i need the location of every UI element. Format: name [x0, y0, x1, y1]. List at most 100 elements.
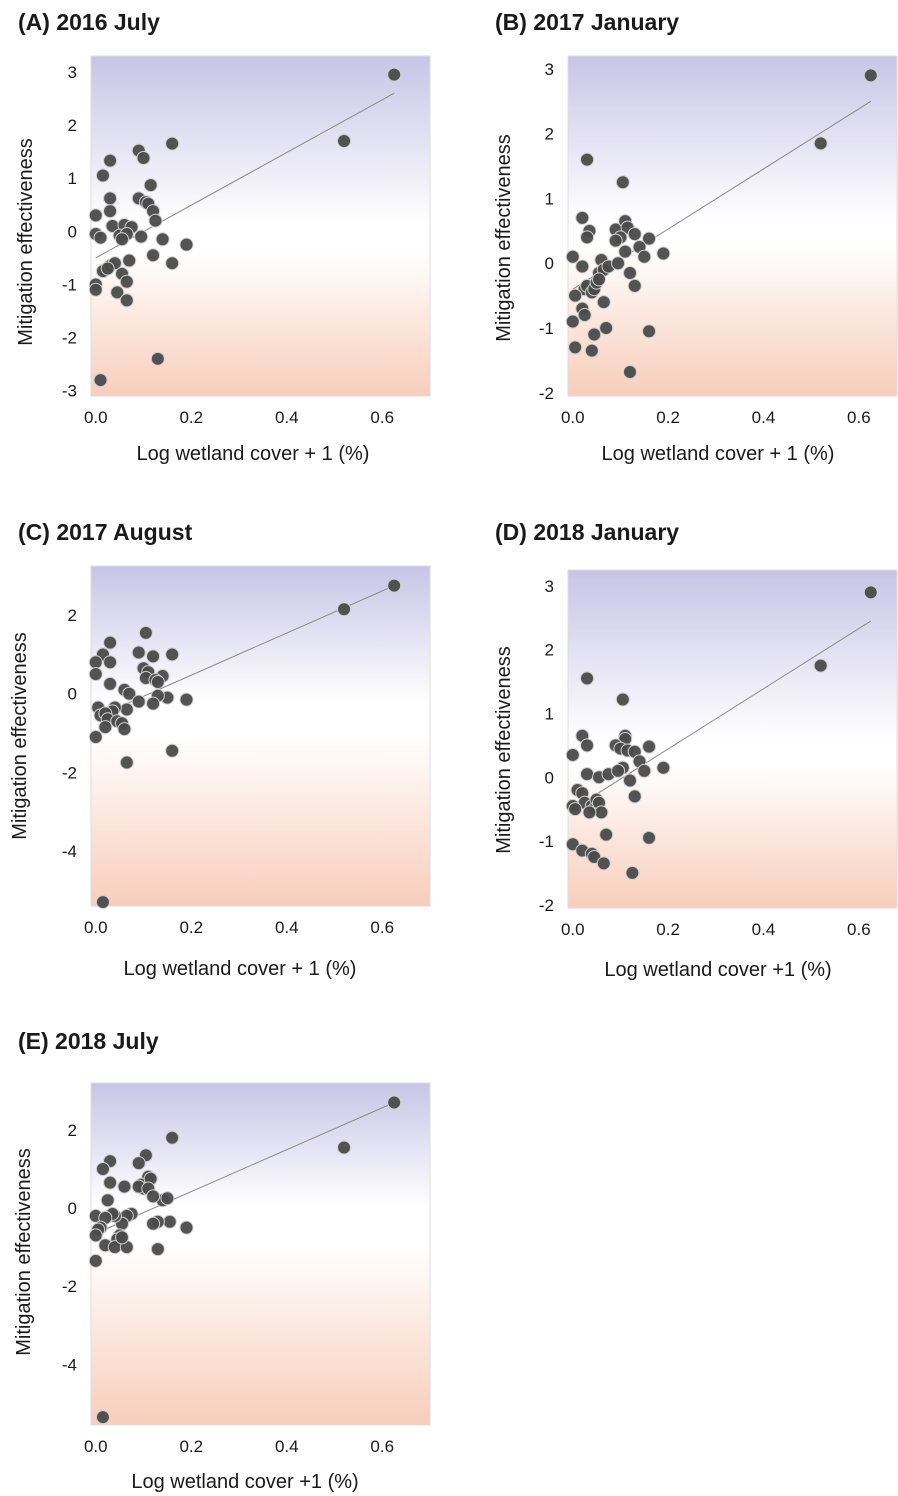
- y-tick-label: -1: [539, 832, 554, 851]
- data-point: [387, 1095, 402, 1110]
- y-tick-label: 0: [68, 685, 77, 704]
- data-point: [115, 1230, 130, 1245]
- data-point: [387, 578, 402, 593]
- panel-title: (C) 2017 August: [18, 519, 193, 545]
- data-point: [160, 1191, 175, 1206]
- data-point: [119, 293, 134, 308]
- y-tick-label: 1: [68, 169, 77, 188]
- data-point: [622, 773, 637, 788]
- plot-frame: [567, 55, 898, 397]
- y-tick-label: -2: [62, 763, 77, 782]
- data-point: [122, 686, 137, 701]
- data-point: [642, 231, 657, 246]
- data-point: [622, 265, 637, 280]
- y-axis-label: Mitigation effectiveness: [493, 646, 515, 854]
- data-point: [615, 175, 630, 190]
- data-point: [165, 136, 180, 151]
- data-point: [138, 625, 153, 640]
- x-tick-label: 0.0: [561, 920, 585, 939]
- data-point: [150, 674, 165, 689]
- y-axis-label: Mitigation effectiveness: [9, 632, 31, 840]
- data-point: [387, 67, 402, 82]
- plot-frame: [567, 569, 898, 909]
- data-point: [88, 1228, 103, 1243]
- data-point: [155, 232, 170, 247]
- data-point: [146, 248, 161, 263]
- panel-title: (A) 2016 July: [18, 9, 160, 35]
- x-tick-label: 0.6: [847, 920, 871, 939]
- panel-title: (B) 2017 January: [495, 9, 679, 35]
- data-point: [337, 1140, 352, 1155]
- data-point: [131, 645, 146, 660]
- plot-frame: [90, 1082, 431, 1426]
- data-point: [95, 1410, 110, 1425]
- y-tick-label: -2: [62, 329, 77, 348]
- x-tick-label: 0.6: [370, 918, 394, 937]
- data-point: [100, 1193, 115, 1208]
- y-tick-label: -3: [62, 382, 77, 401]
- y-tick-label: -1: [62, 275, 77, 294]
- panel-e: (E) 2018 July 0.0 0.2 0.4 0.6 -4 -2 0 2 Log wetla…: [13, 1028, 431, 1493]
- data-point: [565, 249, 580, 264]
- data-point: [656, 760, 671, 775]
- data-point: [103, 191, 118, 206]
- x-tick-label: 0.0: [84, 1437, 108, 1456]
- x-tick-label: 0.4: [275, 1437, 299, 1456]
- x-tick-label: 0.0: [561, 408, 585, 427]
- data-point: [95, 895, 110, 910]
- y-tick-label: 2: [545, 641, 554, 660]
- x-tick-label: 0.6: [370, 1437, 394, 1456]
- data-point: [863, 68, 878, 83]
- data-point: [615, 692, 630, 707]
- data-point: [165, 256, 180, 271]
- x-tick-label: 0.0: [84, 918, 108, 937]
- data-point: [88, 655, 103, 670]
- data-point: [642, 739, 657, 754]
- data-point: [98, 720, 113, 735]
- x-tick-label: 0.6: [370, 408, 394, 427]
- data-point: [565, 314, 580, 329]
- data-point: [642, 324, 657, 339]
- data-point: [596, 856, 611, 871]
- data-point: [100, 261, 115, 276]
- y-tick-label: -2: [62, 1277, 77, 1296]
- data-point: [117, 722, 132, 737]
- data-point: [93, 373, 108, 388]
- panel-b: (B) 2017 January 0.0 0.2 0.4 0.6 -2 -1 0 1 2 3 Log …: [493, 9, 898, 465]
- y-tick-label: 2: [68, 606, 77, 625]
- data-point: [642, 830, 657, 845]
- data-point: [95, 168, 110, 183]
- data-point: [131, 694, 146, 709]
- y-tick-label: -2: [539, 384, 554, 403]
- y-tick-label: 3: [68, 63, 77, 82]
- data-point: [179, 1220, 194, 1235]
- y-tick-label: 0: [68, 1199, 77, 1218]
- x-axis-label: Log wetland cover + 1 (%): [602, 443, 835, 465]
- x-axis-label: Log wetland cover +1 (%): [604, 959, 831, 981]
- regression-line: [572, 620, 872, 810]
- y-axis-label: Mitigation effectiveness: [13, 1148, 35, 1356]
- y-tick-label: 0: [545, 254, 554, 273]
- x-tick-label: 0.6: [847, 408, 871, 427]
- data-point: [337, 602, 352, 617]
- data-point: [591, 272, 606, 287]
- data-point: [582, 805, 597, 820]
- x-axis-label: Log wetland cover +1 (%): [131, 1471, 358, 1493]
- y-tick-label: -1: [539, 319, 554, 338]
- y-tick-label: -2: [539, 896, 554, 915]
- data-point: [103, 676, 118, 691]
- data-point: [103, 153, 118, 168]
- data-point: [119, 274, 134, 289]
- plot-background: [91, 1083, 430, 1425]
- data-point: [93, 230, 108, 245]
- plot-background: [91, 56, 430, 396]
- data-point: [88, 729, 103, 744]
- data-point: [115, 232, 130, 247]
- data-point: [119, 755, 134, 770]
- data-point: [637, 763, 652, 778]
- data-point: [179, 692, 194, 707]
- data-point: [103, 635, 118, 650]
- y-tick-label: 0: [545, 768, 554, 787]
- data-point: [656, 246, 671, 261]
- data-point: [584, 343, 599, 358]
